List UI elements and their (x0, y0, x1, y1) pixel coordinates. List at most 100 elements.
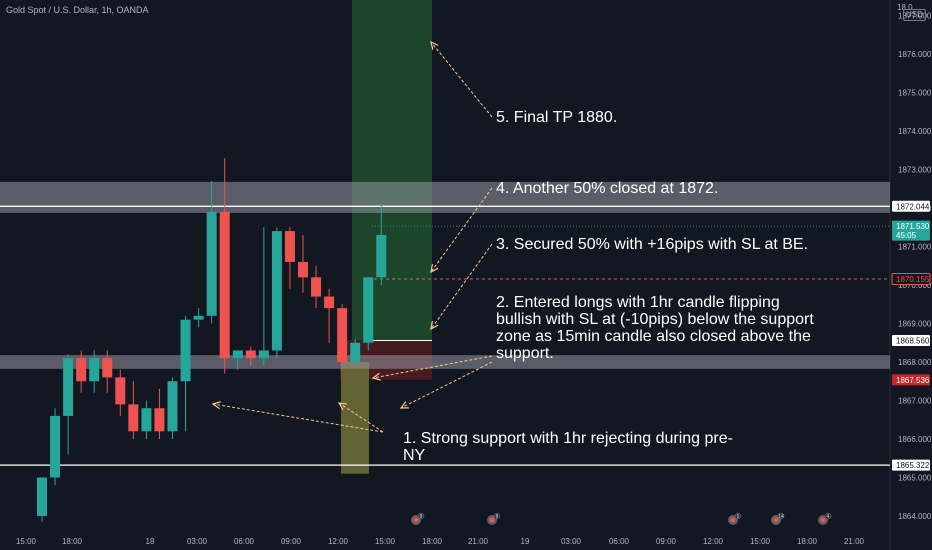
price-label-1867.536: 1867.536 (892, 374, 930, 386)
price-axis: 1864.000 1865.000 1866.000 1867.000 1868.000… (891, 12, 932, 521)
event-flag-dot (730, 517, 736, 523)
annotation-support: 1. Strong support with 1hr rejecting dur… (403, 430, 733, 464)
event-count-badge (493, 512, 501, 520)
event-count-label: 8 (496, 514, 499, 520)
top-tick-label: 18 0 (897, 3, 913, 12)
y-tick-label: 1870.000 (898, 281, 932, 290)
event-count-label: 14 (778, 514, 784, 520)
arrow-shaft (212, 403, 384, 433)
y-tick-label: 1875.000 (898, 89, 932, 98)
y-tick-label: 1874.000 (898, 127, 932, 136)
x-tick-label: 03:00 (187, 537, 208, 546)
event-count-badge (417, 512, 425, 520)
time-axis: 15:00 18:00 18 03:00 06:00 09:00 12:00 15:00 18:… (16, 537, 865, 546)
candle-body (337, 308, 348, 362)
arrow-head (430, 321, 439, 331)
event-flag-dot (820, 517, 826, 523)
event-flag-dot (413, 517, 419, 523)
candle-body (258, 350, 269, 359)
candle-body (115, 377, 126, 405)
x-tick-label: 15:00 (750, 537, 771, 546)
arrow-entry-stop (399, 361, 493, 409)
event-flag-dot (773, 517, 779, 523)
candle-body (37, 477, 47, 516)
y-tick-label: 1868.000 (898, 358, 932, 367)
arrow-support-left (211, 401, 384, 433)
arrow-final-tp (430, 40, 493, 118)
candle-body (206, 211, 217, 316)
candle-body (232, 350, 243, 359)
price-label-text: 1867.536 (896, 376, 930, 385)
event-flag-dot (489, 517, 495, 523)
arrow-head (399, 401, 410, 409)
annotation-final-tp: 5. Final TP 1880. (496, 109, 618, 126)
event-count-label: 5 (737, 514, 740, 520)
x-tick-label: 12:00 (703, 537, 724, 546)
y-tick-label: 1876.000 (898, 50, 932, 59)
arrow-head (337, 402, 348, 411)
event-marker-icon[interactable]: 14 (771, 512, 785, 525)
price-label-1872.044: 1872.044 (892, 200, 930, 212)
arrow-second-close (430, 187, 493, 274)
x-tick-label: 06:00 (609, 537, 630, 546)
candle-body (50, 415, 61, 478)
y-tick-label: 1864.000 (898, 512, 932, 521)
price-label-text: 1870.155 (896, 275, 930, 284)
price-label-text: 1865.322 (896, 461, 930, 470)
price-label-text: 1871.530 (896, 222, 930, 231)
event-marker-icon[interactable]: 8 (487, 512, 501, 525)
event-marker-icon[interactable]: 4 (818, 512, 832, 525)
y-tick-label: 1865.000 (898, 474, 932, 483)
arrow-shaft (430, 187, 493, 273)
price-label-1870.155: 1870.155 (891, 273, 931, 286)
candle-body (298, 261, 308, 278)
x-tick-label: 18:00 (797, 537, 818, 546)
currency-badge[interactable]: USD (903, 9, 926, 21)
arrow-head (430, 40, 439, 50)
x-tick-label: 15:00 (16, 537, 37, 546)
event-marker-icon[interactable]: 5 (728, 512, 742, 525)
arrow-shaft (338, 402, 384, 433)
arrow-secured (430, 243, 493, 331)
price-label-bg (892, 220, 930, 241)
candle-body (311, 277, 322, 297)
event-marker-icon[interactable]: 8 (411, 512, 425, 525)
candle-body (76, 358, 87, 382)
x-tick-label: 09:00 (281, 537, 302, 546)
price-label-bg (892, 459, 930, 471)
y-tick-label: 1871.000 (898, 243, 932, 252)
y-tick-label: 1867.000 (898, 397, 932, 406)
x-tick-label: 19 (521, 537, 530, 546)
x-tick-label: 09:00 (656, 537, 677, 546)
candle-body (89, 358, 100, 382)
zone-support (0, 355, 890, 369)
candle-body (154, 408, 165, 432)
price-label-1865.322: 1865.322 (892, 459, 930, 471)
price-label-1868.560: 1868.560 (892, 334, 930, 346)
candle-body (63, 358, 74, 416)
arrow-head (211, 401, 221, 410)
arrow-shaft (372, 355, 493, 379)
x-tick-label: 18:00 (422, 537, 443, 546)
x-tick-label: 12:00 (328, 537, 349, 546)
event-count-label: 4 (827, 514, 830, 520)
y-tick-label: 1866.000 (898, 435, 932, 444)
candle-body (376, 234, 387, 278)
candle-body (193, 315, 204, 320)
annotation-second-close: 4. Another 50% closed at 1872. (496, 180, 719, 197)
y-tick-label: 1873.000 (898, 166, 932, 175)
candle-body (102, 358, 113, 378)
x-tick-label: 06:00 (234, 537, 255, 546)
support-entry-box (341, 362, 369, 474)
symbol-title[interactable]: Gold Spot / U.S. Dollar, 1h, OANDA (6, 5, 149, 15)
annotation-entry: 2. Entered longs with 1hr candle flippin… (496, 294, 814, 362)
candles-layer (37, 157, 387, 522)
y-tick-label: 1877.000 (898, 12, 932, 21)
x-tick-label: 21:00 (468, 537, 489, 546)
horizontal-lines (0, 181, 890, 466)
x-tick-label: 15:00 (375, 537, 396, 546)
arrow-head (430, 264, 439, 274)
price-label-bg (892, 374, 930, 386)
